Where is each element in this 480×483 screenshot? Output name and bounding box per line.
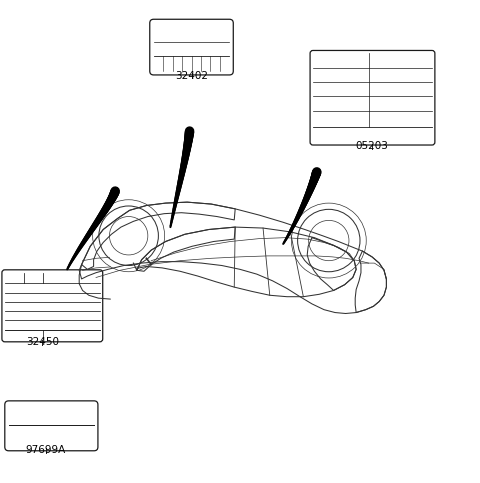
Text: 32450: 32450: [26, 337, 59, 347]
Text: 32402: 32402: [176, 71, 208, 81]
Text: 97699A: 97699A: [25, 445, 66, 455]
Text: 05203: 05203: [356, 141, 388, 151]
